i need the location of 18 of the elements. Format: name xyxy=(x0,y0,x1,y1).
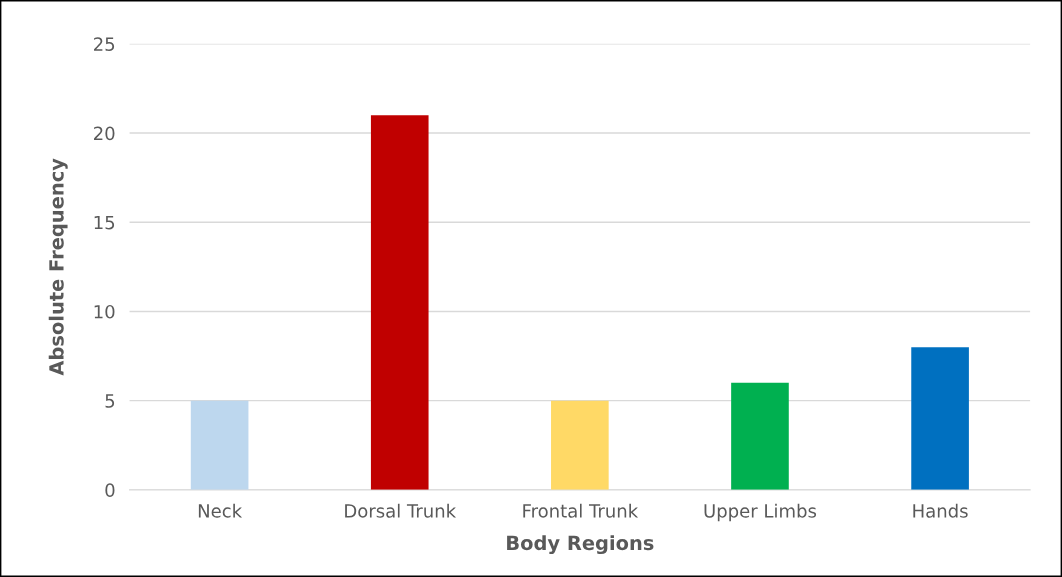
y-axis-title: Absolute Frequency xyxy=(48,158,68,376)
x-tick-label: Neck xyxy=(198,503,243,518)
x-tick-label: Hands xyxy=(913,503,968,518)
y-tick-label: 5 xyxy=(105,394,115,408)
bar xyxy=(370,115,429,490)
x-tick-label: Dorsal Trunk xyxy=(345,503,457,518)
x-tick-label: Upper Limbs xyxy=(704,503,817,522)
x-tick-label: Frontal Trunk xyxy=(523,503,639,518)
bar xyxy=(551,400,609,490)
y-tick-label: 15 xyxy=(94,215,115,230)
y-tick-label: 20 xyxy=(94,126,115,141)
y-tick-label: 0 xyxy=(105,483,115,497)
x-axis-title: Body Regions xyxy=(507,535,654,555)
bar xyxy=(190,400,249,490)
y-tick-label: 10 xyxy=(94,304,115,319)
bar xyxy=(911,347,969,490)
bar xyxy=(731,382,789,490)
y-tick-label: 25 xyxy=(94,37,115,51)
